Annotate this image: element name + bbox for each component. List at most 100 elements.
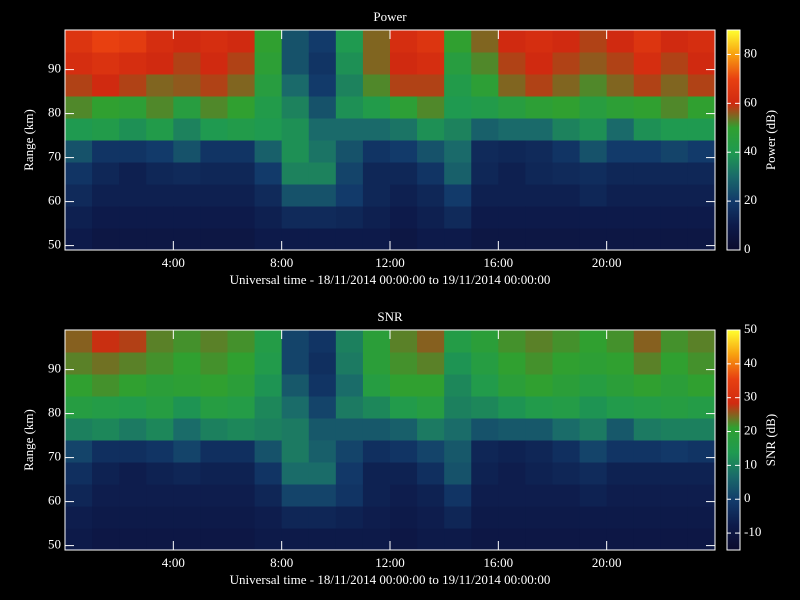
cell: [660, 374, 689, 397]
cell: [633, 140, 662, 163]
cell: [362, 228, 391, 250]
cell: [92, 352, 120, 375]
cell: [498, 162, 526, 185]
cell: [444, 118, 472, 141]
cell: [498, 418, 526, 441]
cell: [227, 330, 256, 353]
cell: [633, 506, 662, 529]
colorbar-label: Power (dB): [763, 110, 778, 170]
cell: [281, 462, 310, 485]
cell: [552, 206, 581, 229]
cell: [308, 30, 337, 53]
cell: [362, 528, 391, 550]
cell: [471, 330, 499, 353]
cell: [417, 462, 445, 485]
cell: [660, 96, 689, 119]
cell: [146, 52, 174, 75]
cell: [417, 330, 445, 353]
cell: [335, 162, 364, 185]
cell: [471, 374, 499, 397]
cell: [173, 528, 201, 550]
cell: [552, 74, 581, 97]
cell: [65, 374, 93, 397]
cell: [498, 140, 526, 163]
cell: [606, 206, 635, 229]
cell: [200, 118, 228, 141]
cell: [579, 96, 608, 119]
cell: [146, 506, 174, 529]
cell: [498, 374, 526, 397]
cell: [633, 30, 662, 53]
cell: [606, 228, 635, 250]
cell: [498, 184, 526, 207]
cell: [552, 184, 581, 207]
cell: [146, 206, 174, 229]
cell: [687, 374, 715, 397]
cell: [227, 396, 256, 419]
cell: [633, 206, 662, 229]
cell: [254, 506, 283, 529]
cell: [633, 374, 662, 397]
cell: [471, 440, 499, 463]
cell: [146, 140, 174, 163]
cell: [444, 352, 472, 375]
cell: [660, 74, 689, 97]
cell: [687, 140, 715, 163]
cell: [552, 396, 581, 419]
cell: [687, 440, 715, 463]
cell: [417, 162, 445, 185]
cell: [146, 330, 174, 353]
cell: [173, 74, 201, 97]
cell: [281, 162, 310, 185]
cell: [173, 118, 201, 141]
cell: [281, 396, 310, 419]
cell: [606, 462, 635, 485]
cell: [362, 374, 391, 397]
cell: [335, 118, 364, 141]
cell: [579, 228, 608, 250]
cell: [606, 374, 635, 397]
cell: [633, 52, 662, 75]
cell: [579, 396, 608, 419]
cell: [362, 330, 391, 353]
cell: [579, 140, 608, 163]
colorbar-tick-label: 50: [744, 321, 757, 336]
cell: [687, 118, 715, 141]
cell: [444, 140, 472, 163]
heatmap: [65, 330, 715, 550]
cell: [498, 96, 526, 119]
cell: [417, 118, 445, 141]
cell: [687, 96, 715, 119]
x-tick-label: 20:00: [592, 555, 622, 570]
x-tick-label: 8:00: [270, 255, 293, 270]
x-tick-label: 16:00: [484, 255, 514, 270]
cell: [606, 74, 635, 97]
cell: [92, 140, 120, 163]
cell: [200, 162, 228, 185]
cell: [200, 352, 228, 375]
cell: [92, 30, 120, 53]
cell: [200, 96, 228, 119]
cell: [552, 118, 581, 141]
cell: [606, 140, 635, 163]
cell: [498, 118, 526, 141]
cell: [444, 506, 472, 529]
cell: [417, 484, 445, 507]
cell: [498, 352, 526, 375]
cell: [444, 330, 472, 353]
cell: [119, 184, 147, 207]
cell: [660, 352, 689, 375]
cell: [444, 462, 472, 485]
cell: [606, 484, 635, 507]
cell: [65, 74, 93, 97]
cell: [65, 162, 93, 185]
x-tick-label: 4:00: [162, 555, 185, 570]
cell: [362, 162, 391, 185]
cell: [227, 528, 256, 550]
cell: [362, 352, 391, 375]
cell: [254, 118, 283, 141]
colorbar: [726, 329, 741, 551]
cell: [633, 228, 662, 250]
cell: [579, 484, 608, 507]
cell: [200, 52, 228, 75]
